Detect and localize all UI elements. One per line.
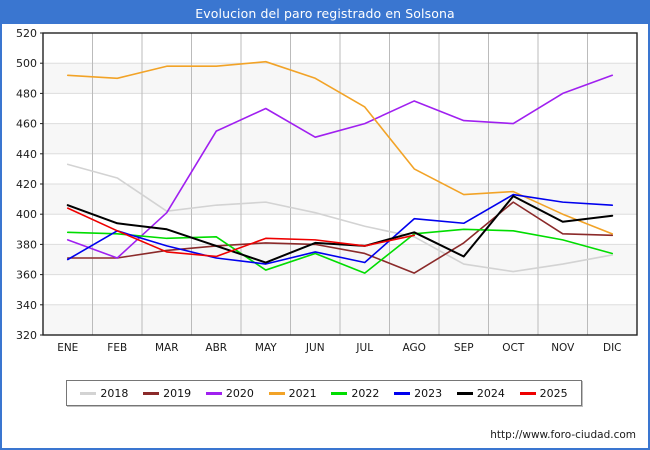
y-axis-tick-label: 420 [16,178,37,191]
legend-item-2021[interactable]: 2021 [268,386,317,400]
legend-item-2020[interactable]: 2020 [205,386,254,400]
x-axis-tick-label: SEP [454,342,474,354]
page-title: Evolucion del paro registrado en Solsona [195,5,455,21]
x-axis-tick-label: JUN [305,342,325,354]
series-line-2018 [66,163,614,273]
legend-item-label: 2023 [414,386,443,400]
legend-item-2023[interactable]: 2023 [394,387,442,400]
x-axis-tick-label: JUL [355,342,373,354]
legend-swatch-icon [331,391,348,395]
legend-swatch-icon [143,391,160,395]
series-line-2022 [66,228,614,274]
series-line-2025 [66,207,416,258]
legend-swatch-icon [205,391,222,395]
legend-item-label: 2018 [100,386,129,400]
legend-item-2019[interactable]: 2019 [143,387,191,400]
legend-item-label: 2025 [539,386,568,400]
chart-legend: 2018 2019 2020 2021 2022 2023 2024 2025 [66,380,582,406]
legend-item-label: 2022 [351,386,380,400]
series-line-2019 [66,201,614,274]
y-axis-tick-label: 520 [16,27,37,40]
legend-swatch-icon [394,391,411,395]
legend-swatch-icon [519,391,536,395]
legend-item-label: 2021 [288,386,317,400]
y-axis-tick-label: 380 [16,238,37,251]
x-axis-tick-label: NOV [551,342,575,354]
y-axis-tick-label: 400 [16,208,37,221]
series-line-2023 [66,193,614,265]
x-axis-tick-label: OCT [502,342,525,354]
y-axis-tick-label: 500 [16,57,37,70]
legend-swatch-icon [268,391,285,395]
line-chart-svg: 320 340 360 380 400 420 440 460 480 500 520 ENE FEB… [16,27,638,354]
x-axis-tick-label: ENE [57,342,78,354]
legend-swatch-icon [80,391,97,395]
x-axis-tick-label: AGO [403,342,426,354]
x-axis-tick-label: DIC [603,342,622,354]
y-axis-tick-label: 320 [16,329,37,342]
x-axis-tick-label: MAR [155,342,179,354]
x-axis-tick-label: ABR [205,342,227,354]
legend-item-label: 2024 [476,386,505,400]
window-title-bar: Evolucion del paro registrado en Solsona [2,2,648,24]
y-axis-tick-label: 440 [16,148,37,161]
x-axis-tick-label: MAY [255,342,277,354]
legend-item-2022[interactable]: 2022 [331,387,379,400]
source-url: http://www.foro-ciudad.com [490,429,636,441]
legend-item-2025[interactable]: 2025 [519,386,568,400]
series-line-2024 [66,195,614,264]
y-axis-tick-label: 460 [16,118,37,131]
x-axis-tick-label: FEB [107,342,127,354]
legend-item-label: 2019 [163,386,192,400]
y-axis-tick-label: 340 [16,299,37,312]
series-line-2020 [66,74,614,259]
chart-plot-area: 320 340 360 380 400 420 440 460 480 500 520 ENE FEB… [2,24,648,448]
legend-item-label: 2020 [225,386,254,400]
legend-item-2018[interactable]: 2018 [80,387,128,400]
y-axis-tick-label: 360 [16,269,37,282]
y-axis-tick-label: 480 [16,87,37,100]
legend-item-2024[interactable]: 2024 [456,386,505,400]
legend-swatch-icon [456,391,473,395]
